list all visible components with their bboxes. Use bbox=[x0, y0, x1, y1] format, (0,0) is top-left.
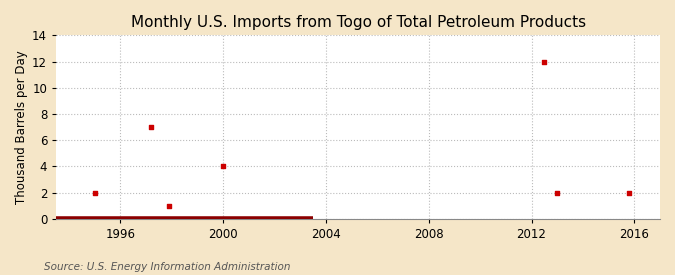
Point bbox=[164, 204, 175, 208]
Point bbox=[218, 164, 229, 169]
Point bbox=[624, 190, 634, 195]
Text: Source: U.S. Energy Information Administration: Source: U.S. Energy Information Administ… bbox=[44, 262, 290, 272]
Point bbox=[552, 190, 563, 195]
Y-axis label: Thousand Barrels per Day: Thousand Barrels per Day bbox=[15, 50, 28, 204]
Title: Monthly U.S. Imports from Togo of Total Petroleum Products: Monthly U.S. Imports from Togo of Total … bbox=[130, 15, 586, 30]
Point bbox=[89, 190, 100, 195]
Point bbox=[146, 125, 157, 129]
Point bbox=[539, 59, 549, 64]
